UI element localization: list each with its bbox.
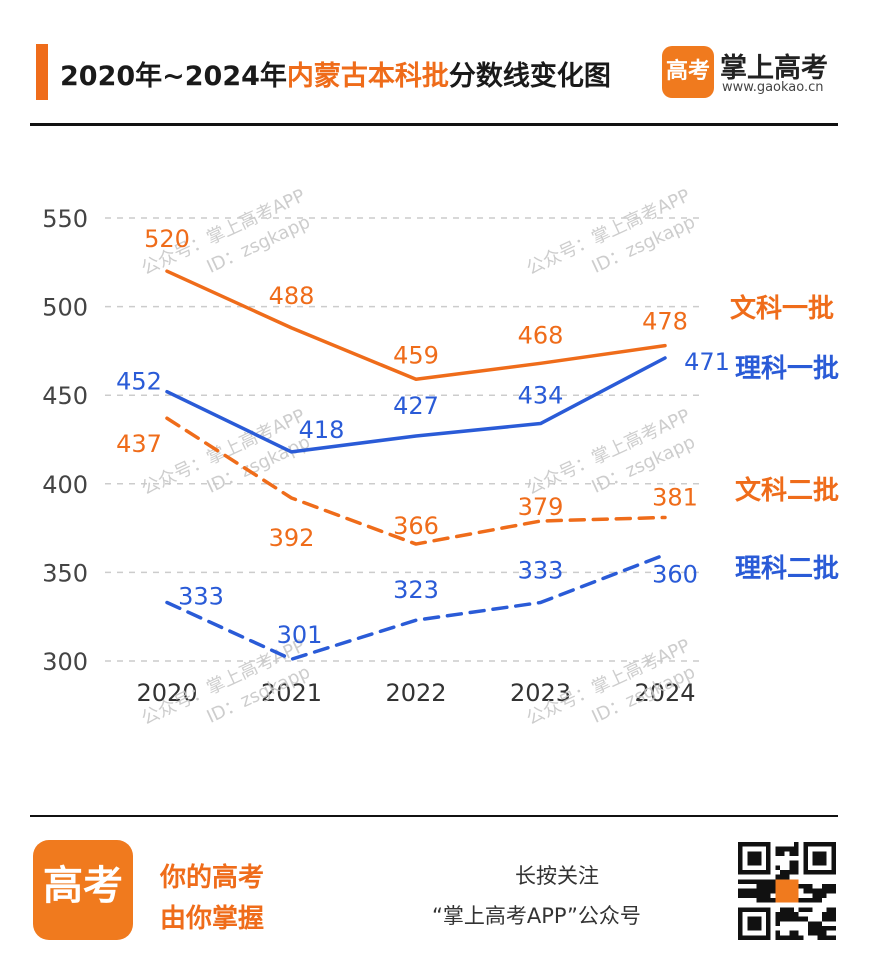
data-label: 434 [518,382,564,410]
data-label: 452 [116,368,162,396]
data-label: 478 [642,308,688,336]
qr-code-icon[interactable] [738,842,836,940]
x-tick-label: 2024 [634,679,695,707]
series-layer [165,269,667,661]
x-tick-label: 2023 [510,679,571,707]
data-label: 392 [269,524,315,552]
series-line [165,356,667,454]
data-label: 333 [518,557,564,585]
footer-gaokao-logo-icon: 高考 [33,840,133,940]
data-label: 520 [144,225,190,253]
title-accent-bar [36,44,48,100]
series-line [165,416,667,546]
score-line-chart: 300 350 400 450 500 550 2020 2021 2022 2023 2024 公… [42,185,839,729]
series-legend-label: 理科二批 [735,554,839,584]
y-tick-label: 400 [42,471,88,499]
title-suffix: 分数线变化图 [448,61,611,92]
y-tick-label: 450 [42,382,88,410]
data-label: 427 [393,392,439,420]
slogan-line-2: 由你掌握 [160,904,265,934]
data-label: 323 [393,576,439,604]
y-tick-label: 550 [42,205,88,233]
data-label: 459 [393,341,439,369]
brand-name: 掌上高考 [720,53,828,84]
data-label: 301 [277,621,323,649]
y-tick-label: 500 [42,294,88,322]
top-divider [30,123,838,126]
data-label: 418 [299,416,345,444]
data-label: 437 [116,430,162,458]
series-legend-label: 文科一批 [730,293,834,324]
grid-layer: 300 350 400 450 500 550 2020 2021 2022 2023 2024 [42,205,700,707]
data-label: 366 [393,512,439,540]
follow-line-2: “掌上高考APP”公众号 [432,904,641,928]
data-label: 379 [518,493,564,521]
title-highlight: 内蒙古本科批 [286,61,449,92]
series-legend-label: 文科二批 [735,475,839,506]
data-label: 381 [652,483,698,511]
x-tick-label: 2020 [136,679,197,707]
data-label: 471 [684,348,730,376]
x-tick-label: 2021 [261,679,322,707]
gaokao-logo-icon: 高考 [662,46,714,98]
follow-line-1: 长按关注 [515,864,599,888]
series-line [165,552,667,661]
series-line [165,269,667,382]
slogan-line-1: 你的高考 [160,863,265,893]
bottom-divider [30,815,838,817]
data-label: 468 [518,321,564,349]
label-layer: 520 488 459 468 478 文科一批 452 418 427 434 471 理科一批 43… [116,225,839,649]
data-label: 333 [178,583,224,611]
series-legend-label: 理科一批 [735,354,839,384]
x-tick-label: 2022 [385,679,446,707]
brand-url: www.gaokao.cn [722,80,824,95]
brand-header: 高考 掌上高考 www.gaokao.cn [662,46,842,102]
chart-title: 2020年~2024年内蒙古本科批分数线变化图 [60,54,611,93]
title-prefix: 2020年~2024年 [60,61,287,92]
data-label: 488 [269,282,315,310]
y-tick-label: 300 [42,648,88,676]
data-label: 360 [652,561,698,589]
y-tick-label: 350 [42,559,88,587]
